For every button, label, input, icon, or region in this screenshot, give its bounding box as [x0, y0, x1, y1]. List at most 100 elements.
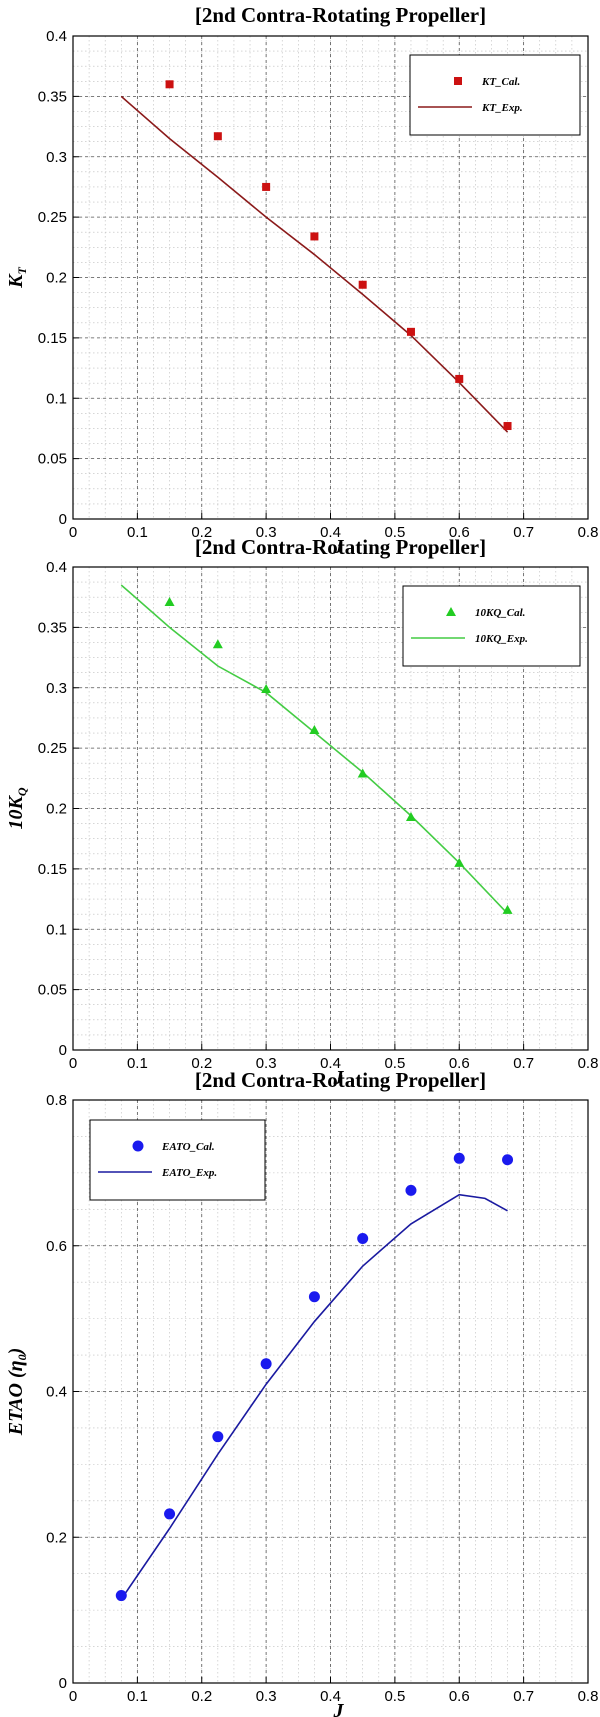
y-tick-label: 0.25 [38, 740, 67, 757]
x-axis-label: J [333, 1067, 345, 1089]
data-point [261, 683, 272, 693]
y-tick-label: 0.1 [46, 390, 67, 407]
x-tick-label: 0.3 [256, 1055, 277, 1072]
y-tick-label: 0 [59, 1675, 67, 1692]
legend: 10KQ_Cal. 10KQ_Exp. [402, 585, 581, 667]
x-tick-label: 0.2 [191, 1688, 212, 1705]
chart-panel-2: [2nd Contra-Rotating Propeller] 0 0.1 0.2 0.… [5, 535, 598, 1089]
x-tick-label: 0.2 [191, 524, 212, 541]
y-axis-label: 10KQ [5, 787, 29, 829]
data-point [502, 1154, 514, 1166]
data-point [357, 1232, 369, 1244]
data-point [212, 1431, 224, 1443]
legend-marker [132, 1140, 144, 1152]
y-tick-label: 0.35 [38, 619, 67, 636]
y-tick-label: 0.15 [38, 861, 67, 878]
chart-title: [2nd Contra-Rotating Propeller] [195, 3, 486, 27]
legend-marker [454, 77, 462, 85]
x-tick-label: 0.5 [384, 1055, 405, 1072]
chart-panel-3: [2nd Contra-Rotating Propeller] 0 0.1 0.2 0.… [5, 1068, 598, 1717]
y-tick-label: 0.4 [46, 1384, 67, 1401]
legend-label: KT_Cal. [481, 76, 520, 88]
x-tick-label: 0.3 [256, 524, 277, 541]
x-tick-label: 0.7 [513, 1055, 534, 1072]
data-point [454, 857, 465, 867]
data-point [165, 80, 174, 89]
legend-label: EATO_Cal. [161, 1141, 215, 1153]
data-point [358, 280, 367, 289]
x-tick-label: 0.1 [127, 1055, 148, 1072]
chart-title: [2nd Contra-Rotating Propeller] [195, 1068, 486, 1092]
x-tick-label: 0 [69, 524, 77, 541]
data-point [164, 1508, 176, 1520]
chart-title: [2nd Contra-Rotating Propeller] [195, 535, 486, 559]
y-tick-label: 0.6 [46, 1238, 67, 1255]
x-tick-label: 0.1 [127, 1688, 148, 1705]
y-tick-label: 0.35 [38, 88, 67, 105]
y-axis-label: ETAO (η0) [5, 1348, 29, 1437]
x-tick-label: 0.5 [384, 1688, 405, 1705]
data-point [308, 1291, 320, 1303]
y-tick-label: 0.3 [46, 680, 67, 697]
y-tick-label: 0.05 [38, 982, 67, 999]
y-tick-label: 0.3 [46, 149, 67, 166]
legend-label: KT_Exp. [481, 102, 523, 114]
legend-label: 10KQ_Cal. [475, 607, 525, 619]
data-point [115, 1590, 127, 1602]
data-point [455, 374, 464, 383]
y-tick-label: 0.2 [46, 270, 67, 287]
data-point [405, 1184, 417, 1196]
x-tick-label: 0.6 [449, 1688, 470, 1705]
y-tick-label: 0.2 [46, 801, 67, 818]
chart-panel-1: [2nd Contra-Rotating Propeller] 0 0.1 0.2 0.… [5, 3, 598, 558]
data-point [309, 725, 320, 735]
legend: EATO_Cal. EATO_Exp. [89, 1119, 266, 1201]
data-point [453, 1152, 465, 1164]
x-tick-label: 0 [69, 1688, 77, 1705]
x-tick-label: 0 [69, 1055, 77, 1072]
x-tick-label: 0.7 [513, 1688, 534, 1705]
x-tick-label: 0.6 [449, 524, 470, 541]
data-point [262, 182, 271, 191]
data-point [502, 904, 513, 914]
x-tick-label: 0.4 [320, 1688, 341, 1705]
x-tick-label: 0.4 [320, 524, 341, 541]
x-tick-label: 0.8 [578, 524, 599, 541]
y-tick-label: 0 [59, 511, 67, 528]
y-tick-label: 0 [59, 1042, 67, 1059]
y-tick-label: 0.25 [38, 209, 67, 226]
legend-label: EATO_Exp. [161, 1167, 217, 1179]
y-axis-label: KT [5, 267, 29, 289]
y-tick-label: 0.1 [46, 921, 67, 938]
x-axis-label: J [333, 1700, 345, 1717]
y-tick-label: 0.8 [46, 1092, 67, 1109]
y-tick-label: 0.2 [46, 1529, 67, 1546]
y-tick-label: 0.05 [38, 451, 67, 468]
y-tick-label: 0.4 [46, 28, 67, 45]
legend-label: 10KQ_Exp. [475, 633, 528, 645]
series-line [120, 95, 509, 433]
data-point [406, 327, 415, 336]
x-axis-label: J [333, 536, 345, 558]
y-tick-label: 0.4 [46, 559, 67, 576]
legend-marker [446, 607, 456, 616]
data-point [212, 639, 223, 649]
legend: KT_Cal. KT_Exp. [409, 54, 581, 136]
x-tick-label: 0.4 [320, 1055, 341, 1072]
x-tick-label: 0.8 [578, 1055, 599, 1072]
x-tick-label: 0.3 [256, 1688, 277, 1705]
legend-box [402, 585, 581, 667]
data-point [503, 422, 512, 431]
x-tick-label: 0.2 [191, 1055, 212, 1072]
x-tick-label: 0.1 [127, 524, 148, 541]
legend-box [89, 1119, 266, 1201]
data-point [260, 1358, 272, 1370]
y-tick-label: 0.15 [38, 330, 67, 347]
data-point [213, 132, 222, 141]
data-point [310, 232, 319, 241]
x-tick-label: 0.6 [449, 1055, 470, 1072]
data-point [164, 597, 175, 607]
x-tick-label: 0.7 [513, 524, 534, 541]
x-tick-label: 0.5 [384, 524, 405, 541]
